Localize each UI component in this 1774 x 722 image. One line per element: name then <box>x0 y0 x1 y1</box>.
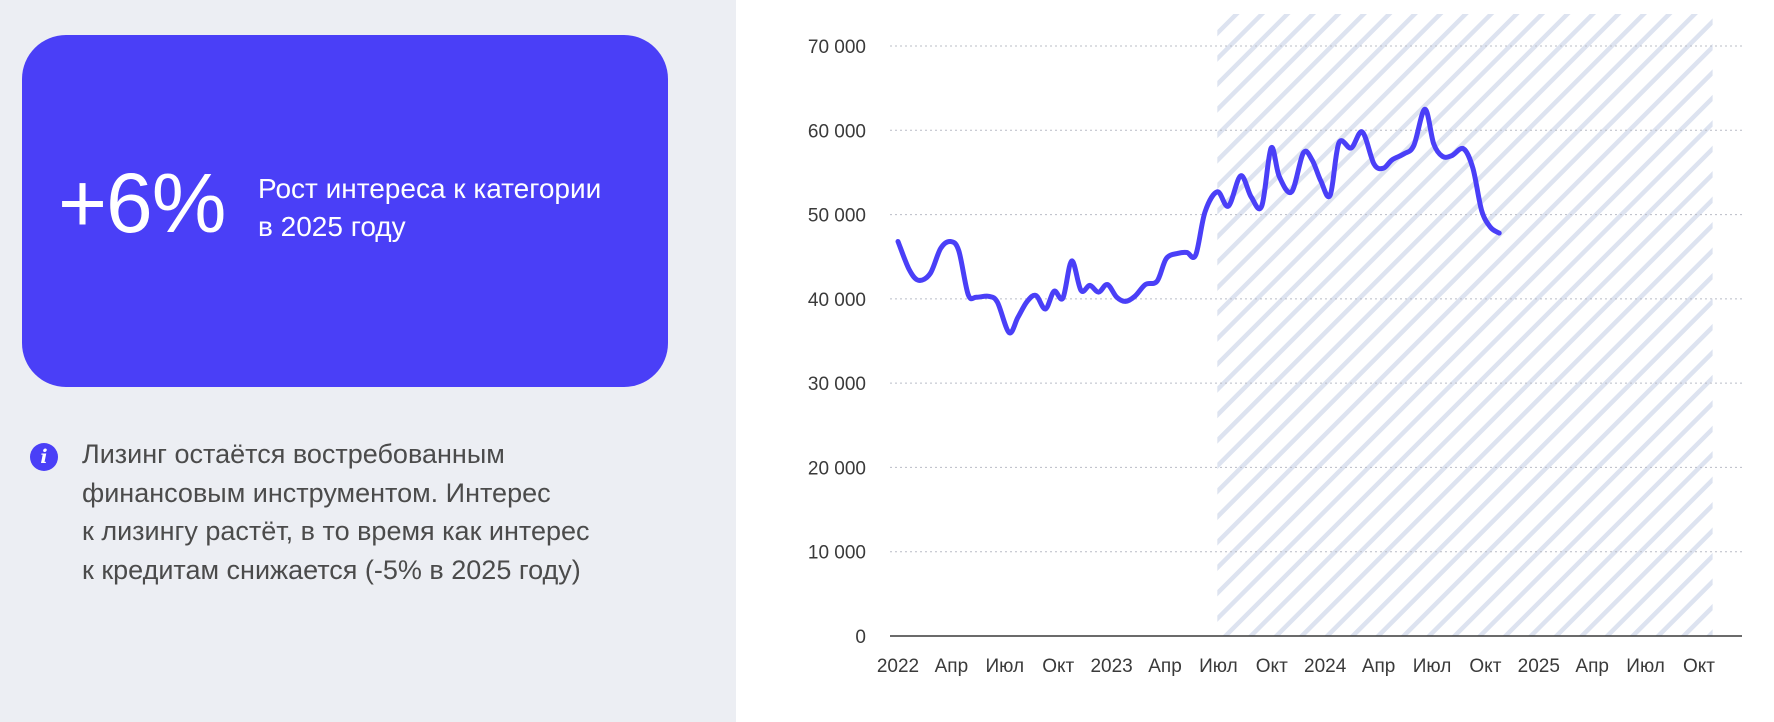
x-tick-label: Июл <box>1199 656 1238 677</box>
x-tick-label: Апр <box>1362 656 1396 677</box>
y-tick-label: 30 000 <box>808 374 866 395</box>
x-tick-label: Июл <box>1626 656 1665 677</box>
x-tick-label: Окт <box>1469 656 1501 677</box>
y-tick-label: 10 000 <box>808 543 866 564</box>
x-tick-label: Июл <box>1413 656 1452 677</box>
y-tick-label: 0 <box>855 627 866 648</box>
x-tick-label: Апр <box>1148 656 1182 677</box>
stat-value: +6% <box>58 156 226 250</box>
stat-card: +6% Рост интереса к категории в 2025 год… <box>22 35 668 387</box>
x-tick-label: 2024 <box>1304 656 1347 677</box>
x-tick-label: 2022 <box>877 656 919 677</box>
x-tick-label: Апр <box>935 656 969 677</box>
y-tick-label: 40 000 <box>808 290 866 311</box>
y-tick-label: 50 000 <box>808 206 866 227</box>
x-tick-label: Июл <box>986 656 1025 677</box>
x-tick-label: Окт <box>1042 656 1074 677</box>
info-text: Лизинг остаётся востребованным финансовы… <box>82 435 662 589</box>
y-tick-label: 70 000 <box>808 37 866 58</box>
x-tick-label: Окт <box>1256 656 1288 677</box>
x-tick-label: Апр <box>1575 656 1609 677</box>
stat-caption: Рост интереса к категории в 2025 году <box>258 170 638 246</box>
y-tick-label: 60 000 <box>808 121 866 142</box>
info-text-line: к лизингу растёт, в то время как интерес <box>82 516 590 546</box>
stat-caption-line1: Рост интереса к категории <box>258 173 602 204</box>
info-text-line: Лизинг остаётся востребованным <box>82 439 505 469</box>
x-tick-label: Окт <box>1683 656 1715 677</box>
series-line <box>895 106 1502 336</box>
info-text-line: к кредитам снижается (-5% в 2025 году) <box>82 554 581 585</box>
x-tick-label: 2025 <box>1518 656 1560 677</box>
info-text-line: финансовым инструментом. Интерес <box>82 477 551 508</box>
summary-panel: +6% Рост интереса к категории в 2025 год… <box>0 0 736 722</box>
x-tick-label: 2023 <box>1090 656 1132 677</box>
y-tick-label: 20 000 <box>808 458 866 479</box>
highlight-region <box>1217 14 1713 636</box>
info-icon: i <box>30 443 58 471</box>
stat-caption-line2: в 2025 году <box>258 211 406 242</box>
